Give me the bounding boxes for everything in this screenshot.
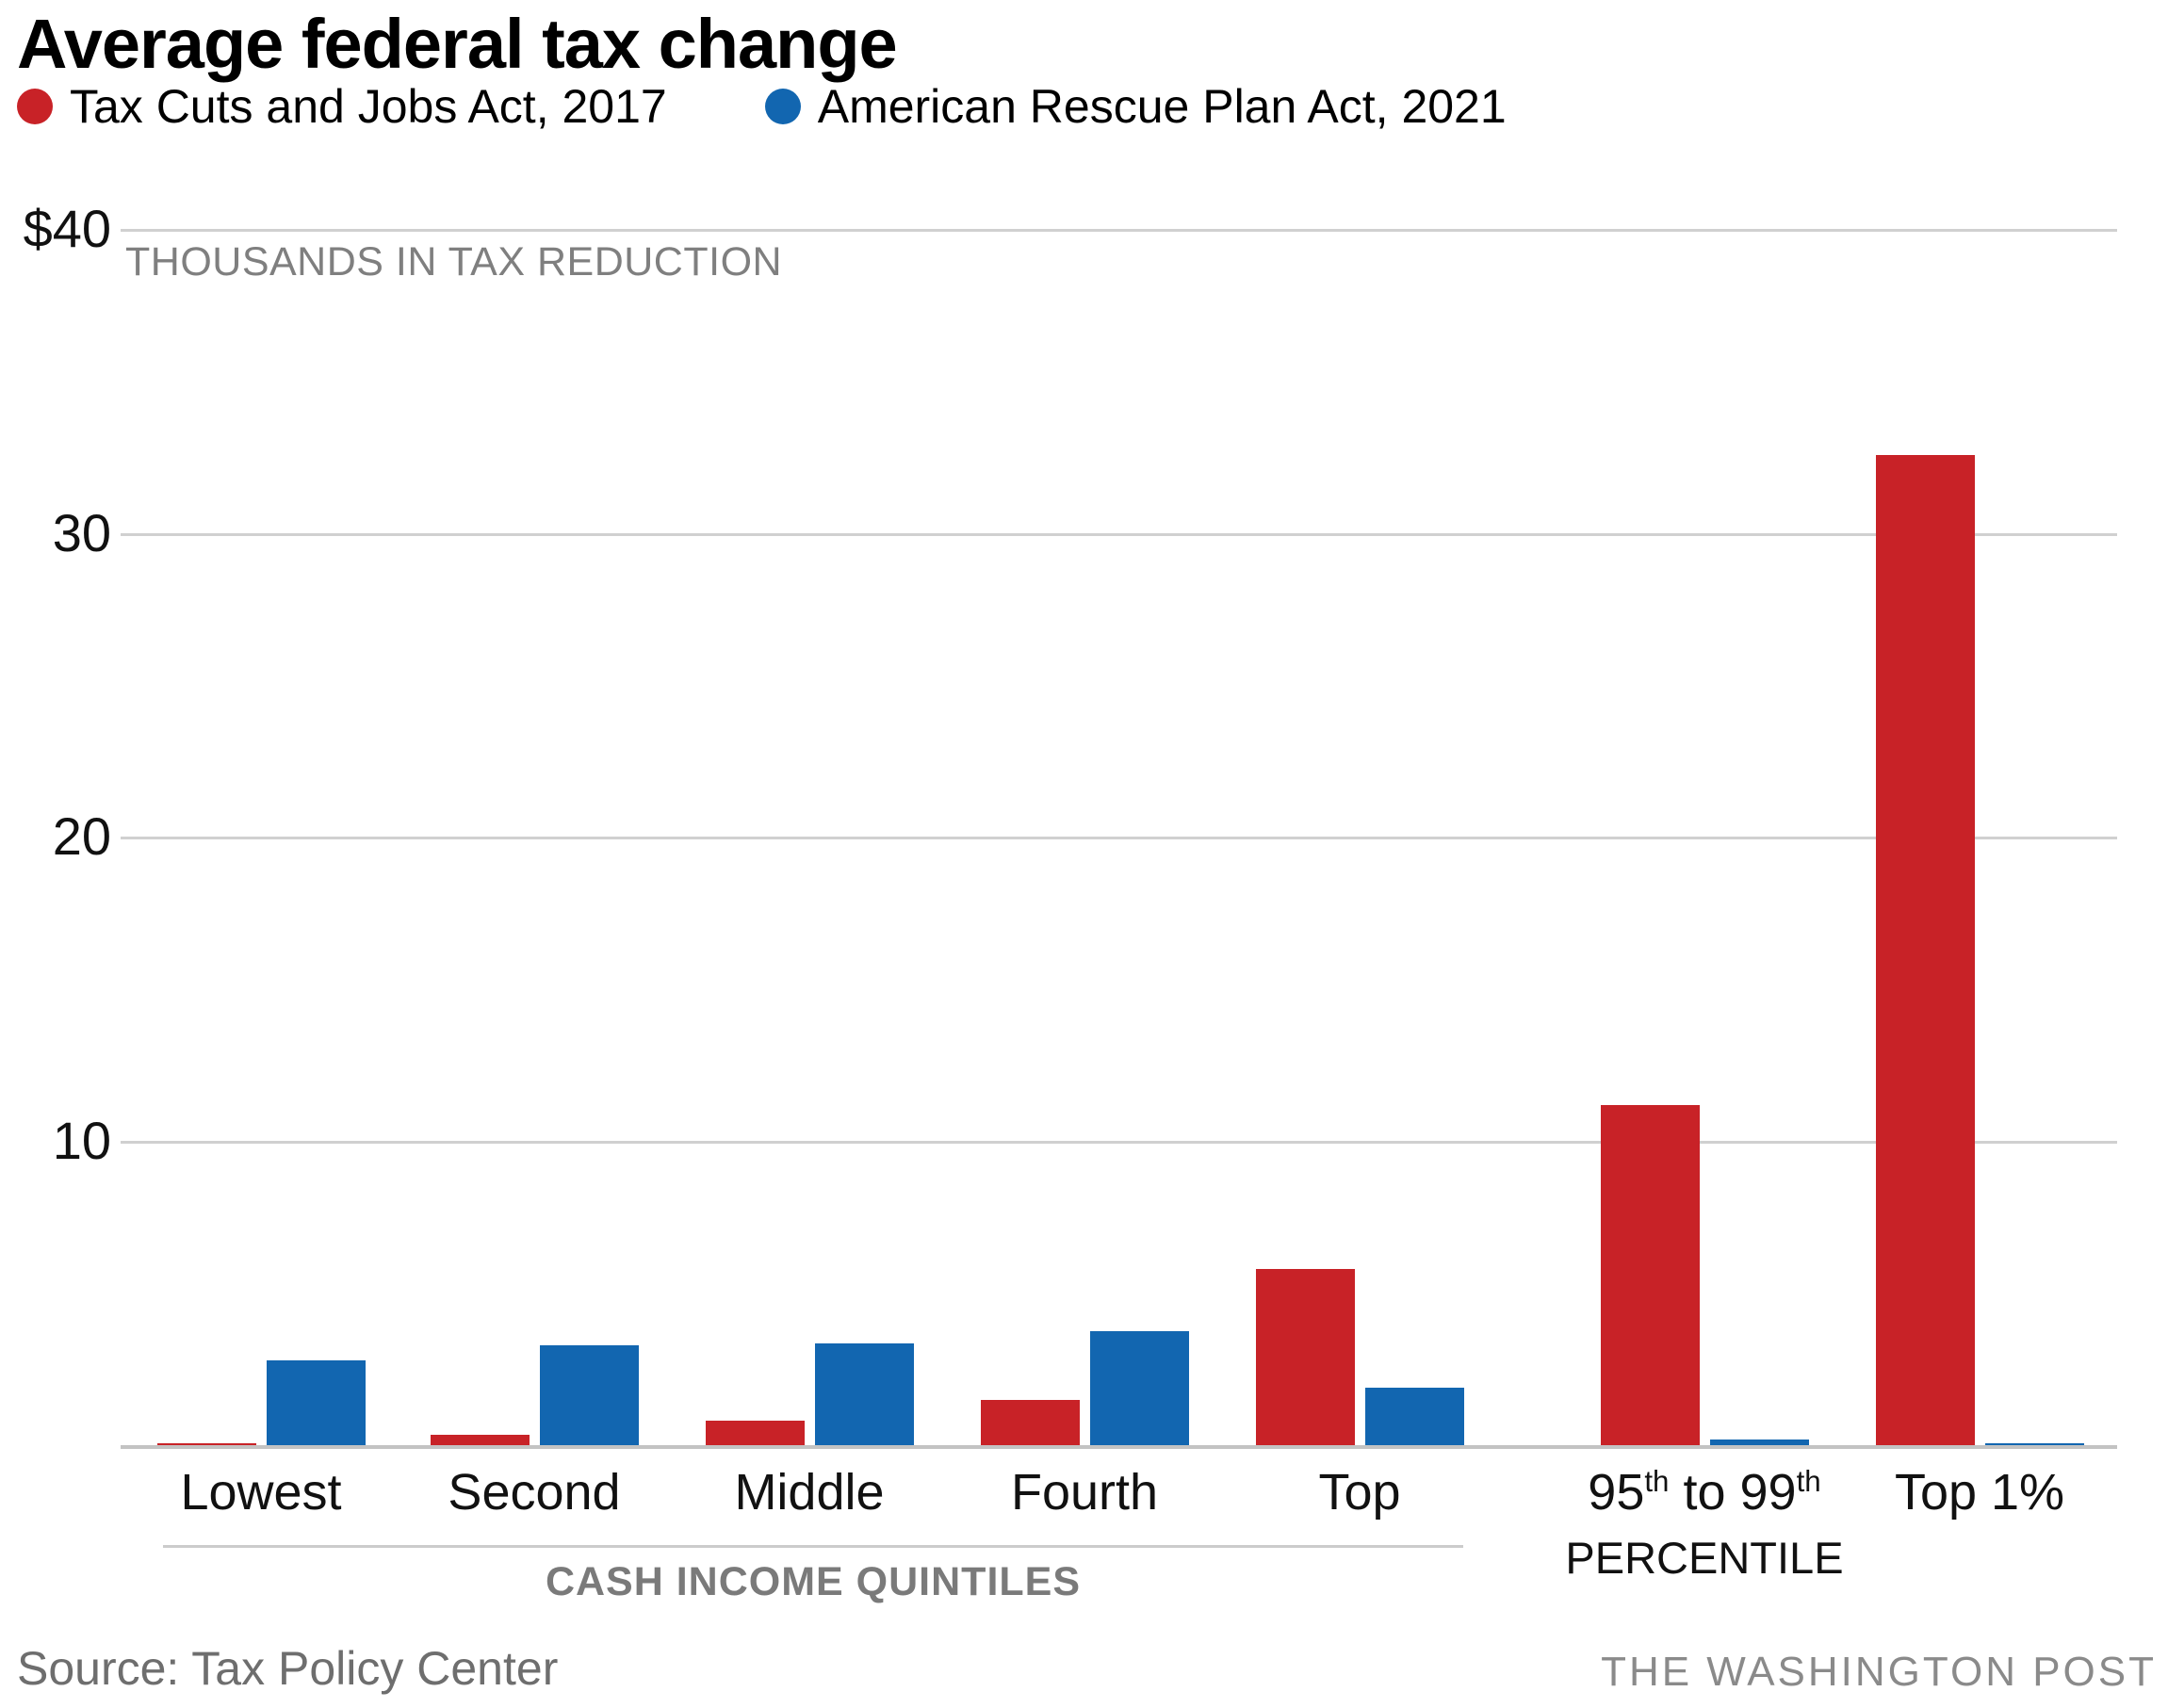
- tcja-dot-icon: [17, 89, 53, 124]
- bar-arpa-top: [1365, 1388, 1464, 1445]
- arpa-dot-icon: [764, 89, 801, 124]
- x-label-second: Second: [448, 1464, 621, 1521]
- gridline-20: [121, 837, 2117, 839]
- bar-tcja-second: [431, 1435, 530, 1445]
- legend-label-tcja: Tax Cuts and Jobs Act, 2017: [70, 80, 667, 133]
- legend-label-arpa: American Rescue Plan Act, 2021: [817, 80, 1507, 133]
- source-note: Source: Tax Policy Center: [17, 1642, 559, 1695]
- y-tick-label-10: 10: [52, 1111, 111, 1170]
- bar-tcja-middle: [706, 1421, 805, 1445]
- bar-tcja-top: [1256, 1269, 1355, 1445]
- legend: Tax Cuts and Jobs Act, 2017 American Res…: [17, 79, 1507, 134]
- publisher-credit: THE WASHINGTON POST: [1601, 1649, 2157, 1695]
- bar-arpa-middle: [815, 1343, 914, 1445]
- chart-title: Average federal tax change: [17, 5, 898, 83]
- gridline-30: [121, 533, 2117, 536]
- legend-item-tcja: Tax Cuts and Jobs Act, 2017: [17, 79, 667, 134]
- quintile-axis-label: CASH INCOME QUINTILES: [545, 1559, 1082, 1604]
- x-label-95th-99th: 95th to 99th PERCENTILE: [1565, 1464, 1844, 1583]
- gridline-40: [121, 229, 2117, 232]
- x-label-fourth: Fourth: [1010, 1464, 1159, 1521]
- gridline-10: [121, 1141, 2117, 1144]
- x-label-top-1pct: Top 1%: [1894, 1464, 2065, 1521]
- bar-arpa-95th-99th: [1710, 1440, 1809, 1445]
- quintile-axis-rule: [163, 1545, 1463, 1548]
- y-axis-unit-label: THOUSANDS IN TAX REDUCTION: [125, 239, 783, 285]
- bar-tcja-top-1pct: [1876, 455, 1975, 1445]
- legend-item-arpa: American Rescue Plan Act, 2021: [764, 79, 1507, 134]
- y-tick-label-20: 20: [52, 806, 111, 866]
- y-tick-label-30: 30: [52, 503, 111, 562]
- x-label-middle: Middle: [734, 1464, 885, 1521]
- bar-arpa-top-1pct: [1985, 1443, 2084, 1445]
- bar-tcja-fourth: [981, 1400, 1080, 1445]
- bar-arpa-fourth: [1090, 1331, 1189, 1445]
- x-label-lowest: Lowest: [180, 1464, 342, 1521]
- bar-arpa-second: [540, 1345, 639, 1445]
- bar-arpa-lowest: [267, 1360, 366, 1445]
- bar-tcja-95th-99th: [1601, 1105, 1700, 1445]
- y-tick-label-40: $40: [23, 199, 111, 258]
- bar-tcja-lowest: [157, 1443, 256, 1445]
- x-label-top: Top: [1318, 1464, 1401, 1521]
- x-axis-baseline: [121, 1445, 2117, 1449]
